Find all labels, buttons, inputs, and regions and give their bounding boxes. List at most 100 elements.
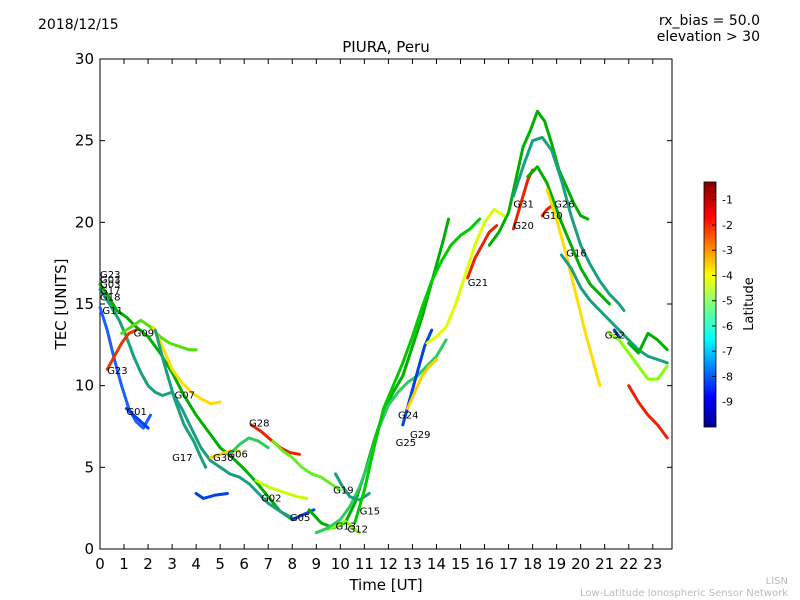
- x-tick-label: 9: [312, 555, 322, 573]
- x-tick-label: 23: [643, 555, 662, 573]
- credit-long: Low-Latitude Ionospheric Sensor Network: [580, 588, 788, 599]
- satellite-label: G23: [100, 270, 120, 281]
- satellite-label: G05: [290, 513, 310, 524]
- colorbar-tick-label: -3: [722, 244, 733, 257]
- y-tick-label: 15: [75, 295, 94, 313]
- x-tick-label: 1: [119, 555, 129, 573]
- y-tick-label: 0: [84, 540, 94, 558]
- y-tick-label: 25: [75, 132, 94, 150]
- colorbar: [703, 181, 717, 428]
- series-g06: [228, 436, 270, 456]
- series-g23: [98, 282, 294, 522]
- x-tick-label: 20: [571, 555, 590, 573]
- x-tick-label: 13: [403, 555, 422, 573]
- series-g26b: [545, 188, 602, 388]
- series-g05: [271, 439, 342, 492]
- x-tick-label: 0: [95, 555, 105, 573]
- colorbar-ticks: -1 -2 -3 -4 -5 -6 -7 -8 -9: [712, 194, 733, 409]
- series-g02: [194, 492, 229, 500]
- satellite-label: G26: [554, 200, 574, 211]
- x-tick-label: 15: [451, 555, 470, 573]
- series-g01: [124, 407, 150, 430]
- satellite-label: G25: [396, 438, 416, 449]
- x-tick-label: 3: [167, 555, 177, 573]
- series-g21b: [425, 207, 506, 345]
- x-tick-label: 18: [523, 555, 542, 573]
- satellite-label: G23: [107, 366, 127, 377]
- x-tick-label: 2: [143, 555, 153, 573]
- satellite-label: G19: [333, 486, 353, 497]
- x-tick-label: 14: [427, 555, 446, 573]
- satellite-label: G10: [542, 211, 562, 222]
- satellite-label: G30: [213, 453, 233, 464]
- y-tick-label: 20: [75, 213, 94, 231]
- x-axis: 0 1 2 3 4 5 6 7 8 9 10 11 12 13 14 15 16 17 18 19 20 21 22 23: [95, 59, 662, 573]
- x-tick-label: 8: [287, 555, 297, 573]
- x-tick-label: 22: [619, 555, 638, 573]
- series-g02b: [254, 478, 309, 500]
- satellite-label: G31: [513, 200, 533, 211]
- x-tick-label: 12: [379, 555, 398, 573]
- colorbar-tick-label: -4: [722, 269, 733, 282]
- rx-bias-label: rx_bias = 50.0: [658, 13, 760, 29]
- series-g11: [98, 305, 152, 430]
- series-g12: [326, 519, 362, 535]
- satellite-label: G02: [261, 494, 281, 505]
- series-g09: [120, 318, 198, 352]
- x-tick-label: 19: [547, 555, 566, 573]
- y-tick-label: 30: [75, 50, 94, 68]
- satellite-label: G11: [102, 306, 122, 317]
- elevation-label: elevation > 30: [656, 29, 760, 45]
- satellite-label: G28: [249, 419, 269, 430]
- series-g10: [511, 135, 626, 312]
- series-g29: [406, 358, 438, 410]
- series-g31: [487, 109, 590, 247]
- y-tick-label: 10: [75, 377, 94, 395]
- x-tick-label: 10: [331, 555, 350, 573]
- series-g24: [353, 217, 482, 525]
- x-tick-label: 7: [263, 555, 273, 573]
- satellite-label: G16: [566, 249, 586, 260]
- satellite-label: G01: [126, 407, 146, 418]
- satellite-label: G03: [100, 275, 120, 286]
- satellite-label: G20: [513, 221, 533, 232]
- series-g32: [608, 331, 669, 381]
- satellite-label: G17: [172, 453, 192, 464]
- x-tick-label: 17: [499, 555, 518, 573]
- series-layer: [98, 109, 669, 535]
- x-tick-label: 21: [595, 555, 614, 573]
- series-g07: [151, 325, 222, 406]
- satellite-label: G18: [100, 293, 120, 304]
- series-g26: [526, 165, 611, 306]
- satellite-label: G15: [360, 507, 380, 518]
- colorbar-tick-label: -8: [722, 370, 733, 383]
- satellite-label: G13: [336, 521, 356, 532]
- chart-title: PIURA, Peru: [342, 38, 429, 56]
- series-g16b: [612, 328, 621, 339]
- series-g15: [314, 338, 448, 535]
- y-tick-label: 5: [84, 458, 94, 476]
- series-g23b: [105, 328, 138, 371]
- satellite-label: G17: [100, 286, 120, 297]
- series-g17: [153, 328, 208, 469]
- series-g10b: [540, 204, 554, 218]
- colorbar-tick-label: -2: [722, 219, 733, 232]
- x-axis-label: Time [UT]: [348, 576, 422, 594]
- settings-annotation: rx_bias = 50.0 elevation > 30: [657, 13, 760, 45]
- satellite-label: G32: [605, 330, 625, 341]
- series-g16: [559, 253, 669, 365]
- x-tick-label: 6: [239, 555, 249, 573]
- satellite-label: G03: [100, 280, 120, 291]
- series-g21: [466, 224, 499, 280]
- series-g32c: [627, 384, 669, 440]
- satellite-label: G07: [175, 391, 195, 402]
- y-axis-label: TEC [UNITS]: [52, 259, 70, 351]
- y-axis: 0 5 10 15 20 25 30: [75, 50, 672, 558]
- satellite-label: G06: [227, 450, 247, 461]
- x-tick-label: 11: [355, 555, 374, 573]
- plot-frame: [99, 58, 673, 550]
- colorbar-label: Latitude: [742, 277, 757, 331]
